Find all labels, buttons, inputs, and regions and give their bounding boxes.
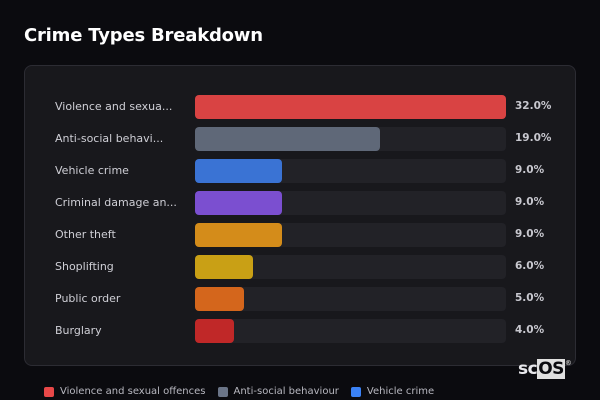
bar-track	[195, 287, 506, 311]
logo-prefix: sc	[518, 359, 538, 379]
legend-label: Anti-social behaviour	[233, 386, 339, 397]
bar-value: 32.0%	[515, 100, 552, 112]
bar-label: Other theft	[55, 228, 116, 241]
bar-fill	[195, 127, 380, 151]
legend-swatch-icon	[217, 386, 228, 397]
bar-track	[195, 191, 506, 215]
chart-legend: Violence and sexual offences Anti-social …	[44, 386, 434, 397]
bar-track	[195, 255, 506, 279]
bar-fill	[195, 223, 283, 247]
bar-fill	[195, 319, 234, 343]
bar-fill	[195, 95, 506, 119]
bar-value: 9.0%	[515, 196, 545, 208]
chart-title: Crime Types Breakdown	[24, 25, 263, 46]
bar-track	[195, 159, 506, 183]
legend-swatch-icon	[44, 386, 54, 397]
chart-card: Violence and sexua... 32.0% Anti-social be…	[24, 65, 576, 366]
legend-label: Vehicle crime	[366, 386, 435, 397]
bar-value: 19.0%	[515, 132, 552, 144]
bar-row: Criminal damage an... 9.0%	[25, 191, 575, 215]
bar-track	[195, 319, 506, 343]
scos-logo: scOS®	[518, 359, 572, 379]
bar-row: Anti-social behavi... 19.0%	[25, 127, 575, 151]
bar-label: Vehicle crime	[55, 164, 129, 177]
bar-label: Public order	[55, 292, 121, 305]
bar-row: Vehicle crime 9.0%	[25, 159, 575, 183]
bar-label: Shoplifting	[55, 260, 114, 273]
bar-track	[195, 223, 506, 247]
bar-label: Criminal damage an...	[55, 196, 177, 209]
legend-swatch-icon	[350, 386, 361, 397]
legend-item[interactable]: Violence and sexual offences	[44, 386, 206, 397]
bar-row: Public order 5.0%	[25, 287, 575, 311]
legend-item[interactable]: Anti-social behaviour	[217, 386, 339, 397]
bar-fill	[195, 191, 283, 215]
legend-item[interactable]: Vehicle crime	[350, 386, 435, 397]
logo-boxed: OS	[537, 359, 565, 379]
bar-row: Violence and sexua... 32.0%	[25, 95, 575, 119]
bar-label: Violence and sexua...	[55, 100, 173, 113]
bar-value: 4.0%	[515, 324, 545, 336]
bar-value: 6.0%	[515, 260, 545, 272]
bar-value: 9.0%	[515, 228, 545, 240]
bar-fill	[195, 159, 283, 183]
registered-mark: ®	[564, 359, 572, 367]
bar-value: 9.0%	[515, 164, 545, 176]
bar-row: Shoplifting 6.0%	[25, 255, 575, 279]
bar-fill	[195, 287, 244, 311]
bar-fill	[195, 255, 254, 279]
bar-row: Other theft 9.0%	[25, 223, 575, 247]
bar-track	[195, 95, 506, 119]
bar-label: Burglary	[55, 324, 102, 337]
bar-row: Burglary 4.0%	[25, 319, 575, 343]
legend-label: Violence and sexual offences	[60, 386, 206, 397]
bar-track	[195, 127, 506, 151]
bar-value: 5.0%	[515, 292, 545, 304]
bar-label: Anti-social behavi...	[55, 132, 164, 145]
